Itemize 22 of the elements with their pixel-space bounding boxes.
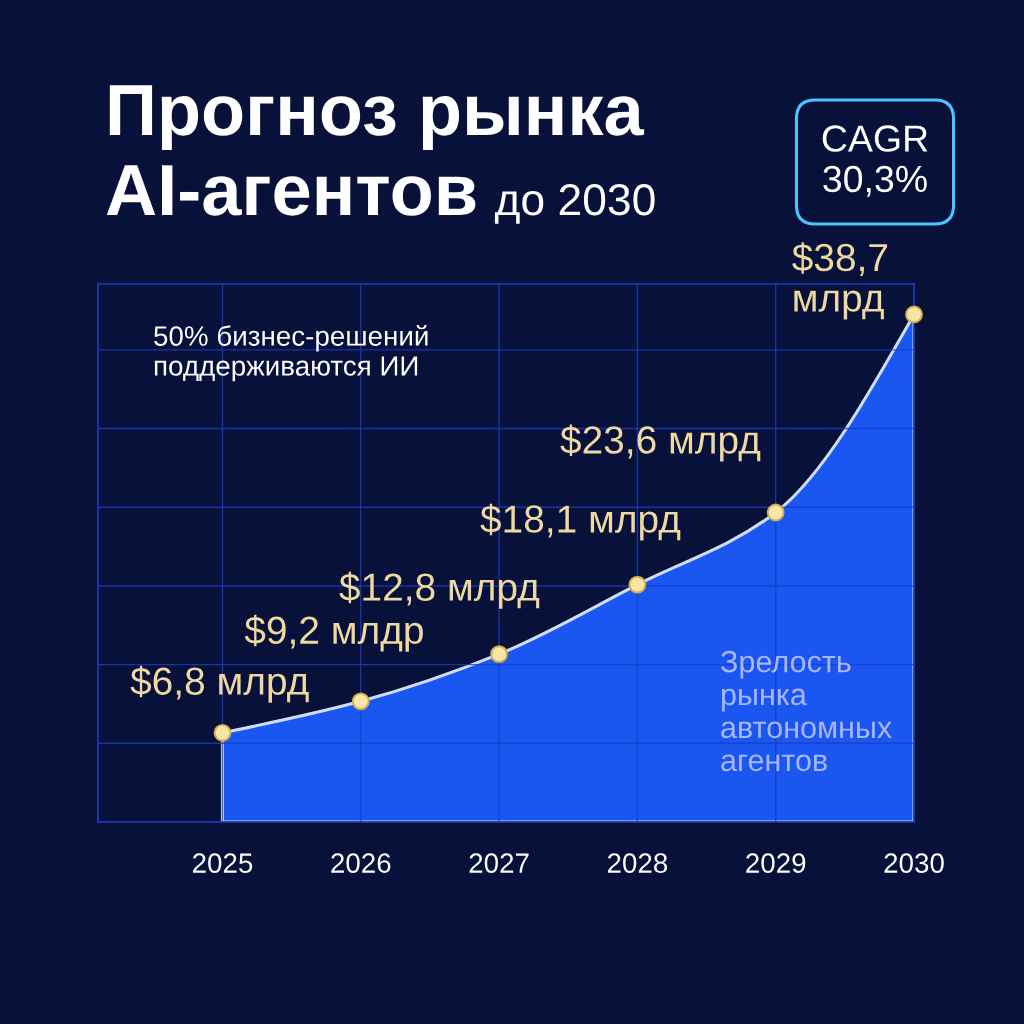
point bbox=[490, 645, 508, 664]
data-label: $9,2 млдр bbox=[244, 614, 423, 652]
annotation: Зрелость рынка автономных агентов bbox=[721, 650, 892, 772]
point bbox=[351, 692, 370, 711]
x-tick-label: 2027 bbox=[469, 853, 529, 873]
x-tick-label: 2029 bbox=[746, 853, 806, 873]
text: CAGR 30,3% bbox=[822, 125, 928, 197]
x-tick-label: 2030 bbox=[884, 853, 944, 873]
data-label: $23,6 млрд bbox=[560, 424, 761, 462]
x-tick-label: 2025 bbox=[192, 853, 253, 873]
data-label: $18,1 млрд bbox=[480, 503, 681, 541]
x-tick-label: 2028 bbox=[607, 853, 668, 873]
annotation: 50% бизнес-решений поддерживаются ИИ bbox=[154, 325, 428, 382]
point bbox=[213, 723, 232, 742]
point bbox=[628, 575, 647, 594]
data-label: $12,8 млрд bbox=[339, 571, 540, 609]
chart-subtitle: до 2030 bbox=[494, 183, 655, 224]
data-label: $6,8 млрд bbox=[130, 665, 309, 703]
point bbox=[905, 305, 923, 324]
x-tick-label: 2026 bbox=[331, 853, 391, 873]
data-label: $38,7 млрд bbox=[792, 242, 888, 320]
point bbox=[766, 503, 785, 522]
